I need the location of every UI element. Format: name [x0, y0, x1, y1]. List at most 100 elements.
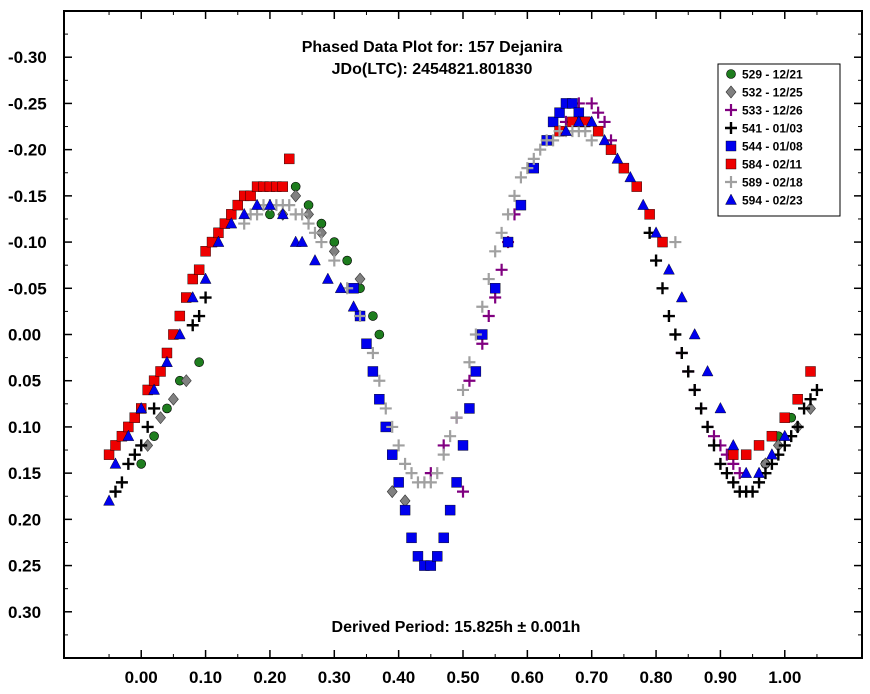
data-point [232, 199, 243, 211]
data-point [495, 226, 508, 239]
data-point [200, 246, 211, 257]
data-point [457, 485, 469, 498]
data-point [727, 457, 740, 470]
data-point [386, 485, 398, 499]
data-point [387, 449, 398, 460]
data-point [109, 485, 122, 498]
data-point [212, 235, 225, 247]
legend-marker [725, 104, 737, 116]
data-point [624, 170, 637, 183]
legend-label: 533 - 12/26 [742, 104, 803, 118]
chart-subtitle: JDo(LTC): 2454821.801830 [332, 61, 533, 78]
x-tick-label: 0.80 [640, 668, 673, 687]
data-point [265, 209, 275, 220]
data-point [347, 300, 360, 312]
data-point [135, 402, 148, 414]
data-point [238, 207, 251, 220]
data-point [308, 226, 321, 239]
data-point [650, 254, 663, 267]
data-points [103, 97, 823, 571]
data-point [637, 198, 650, 210]
series-7 [103, 115, 791, 506]
data-point [161, 355, 173, 367]
chart-title: Phased Data Plot for: 157 Dejanira [302, 39, 563, 56]
data-point [688, 328, 701, 340]
data-point [129, 412, 140, 423]
data-point [431, 467, 444, 480]
legend-marker [725, 193, 737, 205]
data-point [514, 171, 527, 184]
data-point [368, 311, 378, 321]
x-tick-label: 0.70 [575, 668, 608, 687]
legend-label: 584 - 02/11 [742, 158, 802, 172]
data-point [521, 162, 534, 175]
data-point [194, 357, 204, 368]
data-point [669, 236, 682, 249]
data-point [476, 300, 489, 313]
data-point [663, 263, 675, 275]
data-point [399, 504, 411, 516]
axis-ticks: 0.00 0.10 0.20 0.30 0.40 0.50 0.60 0.70 0.80 0.90… [8, 11, 862, 687]
data-point [592, 125, 604, 137]
data-point [251, 198, 263, 210]
data-point [276, 207, 289, 220]
data-point [122, 429, 135, 441]
y-tick-label: 0.05 [8, 372, 41, 391]
data-point [554, 107, 565, 118]
data-point [374, 329, 385, 340]
data-point [482, 310, 495, 323]
data-point [618, 162, 630, 174]
y-tick-label: -0.15 [8, 187, 47, 206]
data-point [701, 365, 714, 377]
data-point [309, 254, 321, 266]
data-point [605, 144, 617, 155]
data-point [695, 402, 708, 415]
data-point [489, 245, 502, 258]
legend-marker [725, 122, 737, 134]
data-point [406, 532, 417, 544]
data-point [251, 208, 264, 221]
data-point [354, 310, 367, 323]
data-point [366, 346, 379, 359]
data-point [727, 476, 740, 489]
data-point [805, 401, 816, 415]
data-point [399, 457, 412, 470]
data-point [778, 439, 791, 452]
data-point [174, 328, 186, 340]
data-point [502, 208, 515, 221]
data-point [264, 198, 276, 210]
data-point [567, 98, 578, 109]
data-point [245, 190, 256, 202]
data-point [469, 328, 482, 341]
data-point [135, 439, 148, 452]
legend-label: 544 - 01/08 [742, 140, 803, 154]
data-point [225, 217, 238, 229]
data-point [463, 356, 476, 369]
data-point [675, 291, 688, 303]
data-point [315, 236, 328, 249]
data-point [450, 411, 463, 424]
x-tick-label: 0.10 [189, 668, 222, 687]
data-point [515, 199, 527, 211]
x-tick-label: 0.30 [318, 668, 351, 687]
data-point [766, 430, 778, 442]
data-point [109, 457, 122, 469]
data-point [193, 264, 205, 275]
data-point [392, 439, 405, 452]
data-point [631, 181, 642, 192]
data-point [412, 551, 424, 562]
y-tick-label: 0.00 [8, 326, 41, 345]
data-point [489, 283, 501, 294]
data-point [162, 403, 172, 414]
data-point [464, 403, 475, 414]
data-point [155, 411, 166, 425]
data-point [334, 281, 347, 293]
legend-marker [725, 158, 737, 170]
data-point [405, 467, 418, 480]
data-point [502, 236, 514, 248]
data-point [547, 134, 560, 147]
x-tick-label: 0.90 [704, 668, 737, 687]
legend-label: 532 - 12/25 [742, 86, 803, 100]
series-3 [109, 226, 823, 498]
data-point [393, 477, 404, 488]
